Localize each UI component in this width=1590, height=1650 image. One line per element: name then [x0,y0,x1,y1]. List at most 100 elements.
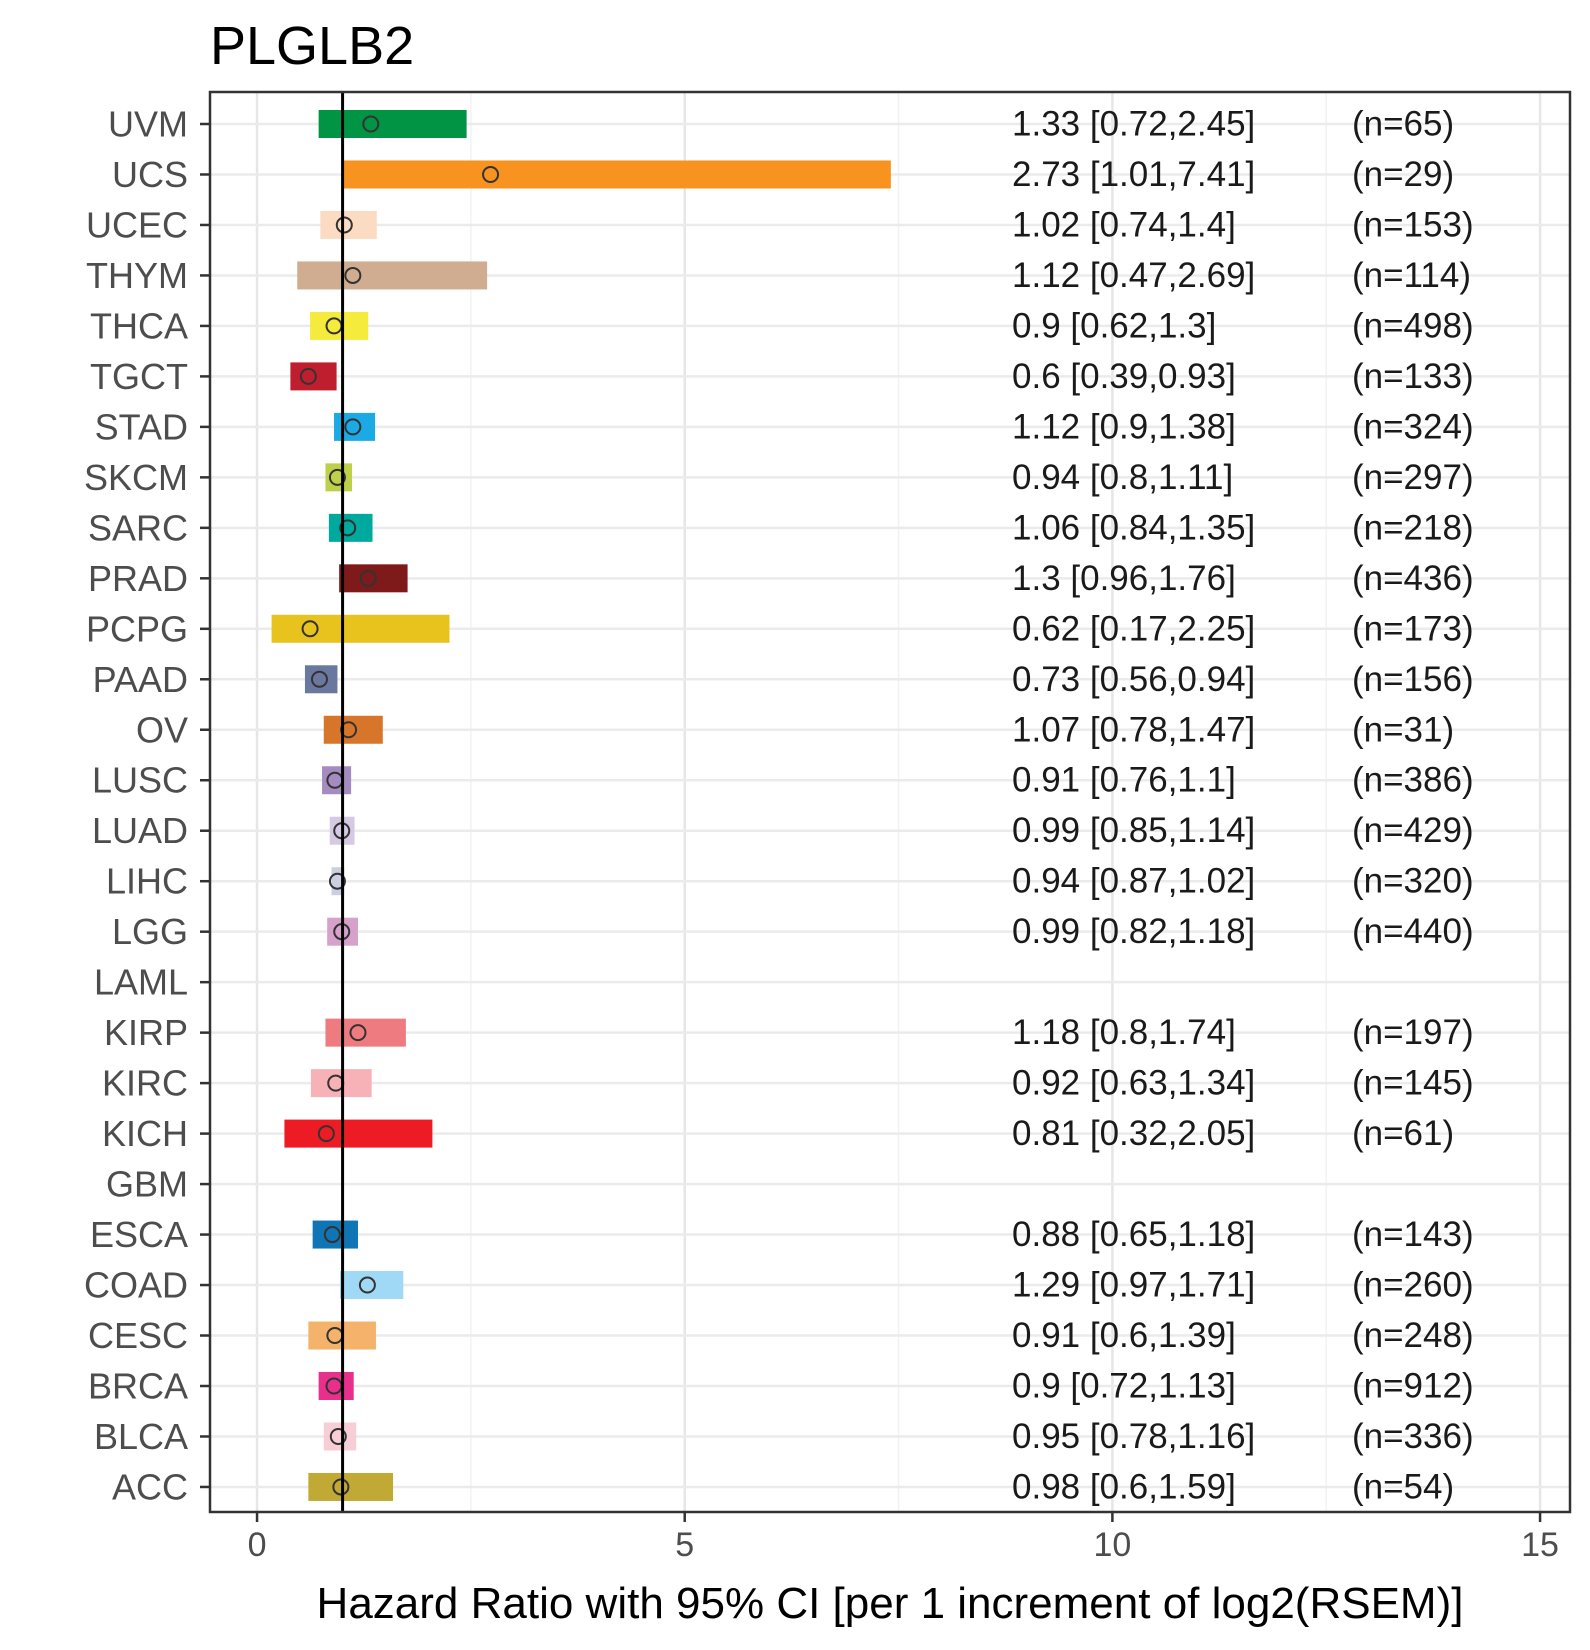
x-axis-label: Hazard Ratio with 95% CI [per 1 incremen… [316,1579,1464,1628]
ci-bar-ucs [343,160,891,189]
n-label: (n=114) [1352,256,1471,295]
hr-label: 0.9 [0.72,1.13] [1012,1367,1236,1406]
y-tick-label: STAD [95,406,188,447]
n-label: (n=260) [1352,1266,1474,1305]
hr-point-paad [310,670,328,688]
x-tick-label: 0 [248,1526,267,1564]
hr-point-lihc [328,872,346,890]
n-label: (n=386) [1352,761,1474,800]
ci-bar-brca [318,1372,354,1400]
y-tick-label: BLCA [94,1416,188,1457]
hr-label: 1.12 [0.9,1.38] [1012,407,1236,446]
n-label: (n=61) [1352,1114,1454,1153]
n-label: (n=498) [1352,306,1474,345]
ci-bar-ov [323,715,383,744]
ci-bar-ucec [320,210,377,239]
n-label: (n=197) [1352,1013,1474,1052]
y-tick-label: LUSC [92,760,188,801]
hr-label: 0.99 [0.82,1.18] [1012,912,1255,951]
x-tick-label: 5 [675,1526,694,1564]
n-label: (n=912) [1352,1367,1474,1406]
hr-label: 1.18 [0.8,1.74] [1012,1013,1236,1052]
n-label: (n=436) [1352,559,1474,598]
y-tick-label: UCEC [86,204,188,245]
n-label: (n=29) [1352,155,1454,194]
y-tick-label: LIHC [106,861,188,902]
hr-label: 0.9 [0.62,1.3] [1012,306,1216,345]
ci-bar-coad [340,1271,404,1300]
ci-bar-thym [297,261,488,290]
ci-bar-blca [323,1422,357,1451]
x-tick-label: 15 [1521,1526,1559,1564]
ci-bar-uvm [318,110,467,138]
y-tick-label: OV [136,709,188,750]
n-label: (n=429) [1352,811,1474,850]
hr-label: 0.99 [0.85,1.14] [1012,811,1255,850]
ci-bar-stad [334,412,376,441]
n-label: (n=440) [1352,912,1474,951]
hr-point-stad [344,418,362,436]
y-tick-label: ACC [112,1466,188,1507]
hr-point-thym [344,266,362,284]
hr-point-pcpg [301,620,319,638]
plot-panel [210,92,1570,1512]
y-tick-label: UVM [108,104,188,145]
hr-label: 0.95 [0.78,1.16] [1012,1417,1255,1456]
hr-point-ucec [335,216,353,234]
hr-label: 0.98 [0.6,1.59] [1012,1467,1236,1506]
hr-point-blca [329,1427,347,1445]
y-tick-label: THYM [86,255,188,296]
y-tick-label: KIRP [104,1012,188,1053]
hr-label: 0.94 [0.87,1.02] [1012,862,1255,901]
y-tick-label: KIRC [102,1063,188,1104]
hr-point-acc [332,1478,350,1496]
n-label: (n=133) [1352,357,1474,396]
hr-point-prad [359,569,377,587]
x-tick-label: 10 [1093,1526,1131,1564]
hr-point-tgct [299,367,317,385]
y-tick-label: BRCA [88,1366,188,1407]
y-tick-label: PCPG [86,608,188,649]
hr-label: 0.62 [0.17,2.25] [1012,609,1255,648]
y-tick-label: ESCA [90,1214,188,1255]
hr-label: 1.07 [0.78,1.47] [1012,710,1255,749]
hr-point-esca [323,1226,341,1244]
n-label: (n=145) [1352,1064,1474,1103]
n-label: (n=324) [1352,407,1474,446]
hr-label: 0.91 [0.6,1.39] [1012,1316,1236,1355]
n-label: (n=54) [1352,1467,1454,1506]
hr-point-sarc [339,519,357,537]
hr-point-ov [340,721,358,739]
y-tick-label: CESC [88,1315,188,1356]
y-tick-label: LAML [94,962,188,1003]
hr-label: 0.92 [0.63,1.34] [1012,1064,1255,1103]
hr-point-skcm [328,468,346,486]
y-tick-label: PRAD [88,558,188,599]
n-label: (n=248) [1352,1316,1474,1355]
hr-label: 0.73 [0.56,0.94] [1012,660,1255,699]
hr-label: 0.6 [0.39,0.93] [1012,357,1236,396]
hr-label: 1.06 [0.84,1.35] [1012,508,1255,547]
hr-label: 1.02 [0.74,1.4] [1012,205,1236,244]
chart-title: PLGLB2 [210,16,415,76]
y-tick-label: PAAD [93,659,188,700]
ci-bar-kich [284,1119,433,1148]
hr-label: 2.73 [1.01,7.41] [1012,155,1255,194]
y-tick-label: UCS [112,154,188,195]
hr-label: 0.88 [0.65,1.18] [1012,1215,1255,1254]
hr-label: 1.33 [0.72,2.45] [1012,105,1255,144]
hr-label: 0.91 [0.76,1.1] [1012,761,1236,800]
n-label: (n=218) [1352,508,1474,547]
y-tick-label: TGCT [90,356,188,397]
ci-bar-tgct [290,362,337,391]
ci-bar-thca [310,311,369,340]
y-tick-label: LUAD [92,810,188,851]
hr-label: 1.29 [0.97,1.71] [1012,1266,1255,1305]
hr-point-ucs [482,165,500,183]
n-label: (n=320) [1352,862,1474,901]
n-label: (n=173) [1352,609,1474,648]
y-tick-label: GBM [106,1164,188,1205]
ci-bar-paad [304,665,338,694]
hr-label: 0.94 [0.8,1.11] [1012,458,1233,497]
